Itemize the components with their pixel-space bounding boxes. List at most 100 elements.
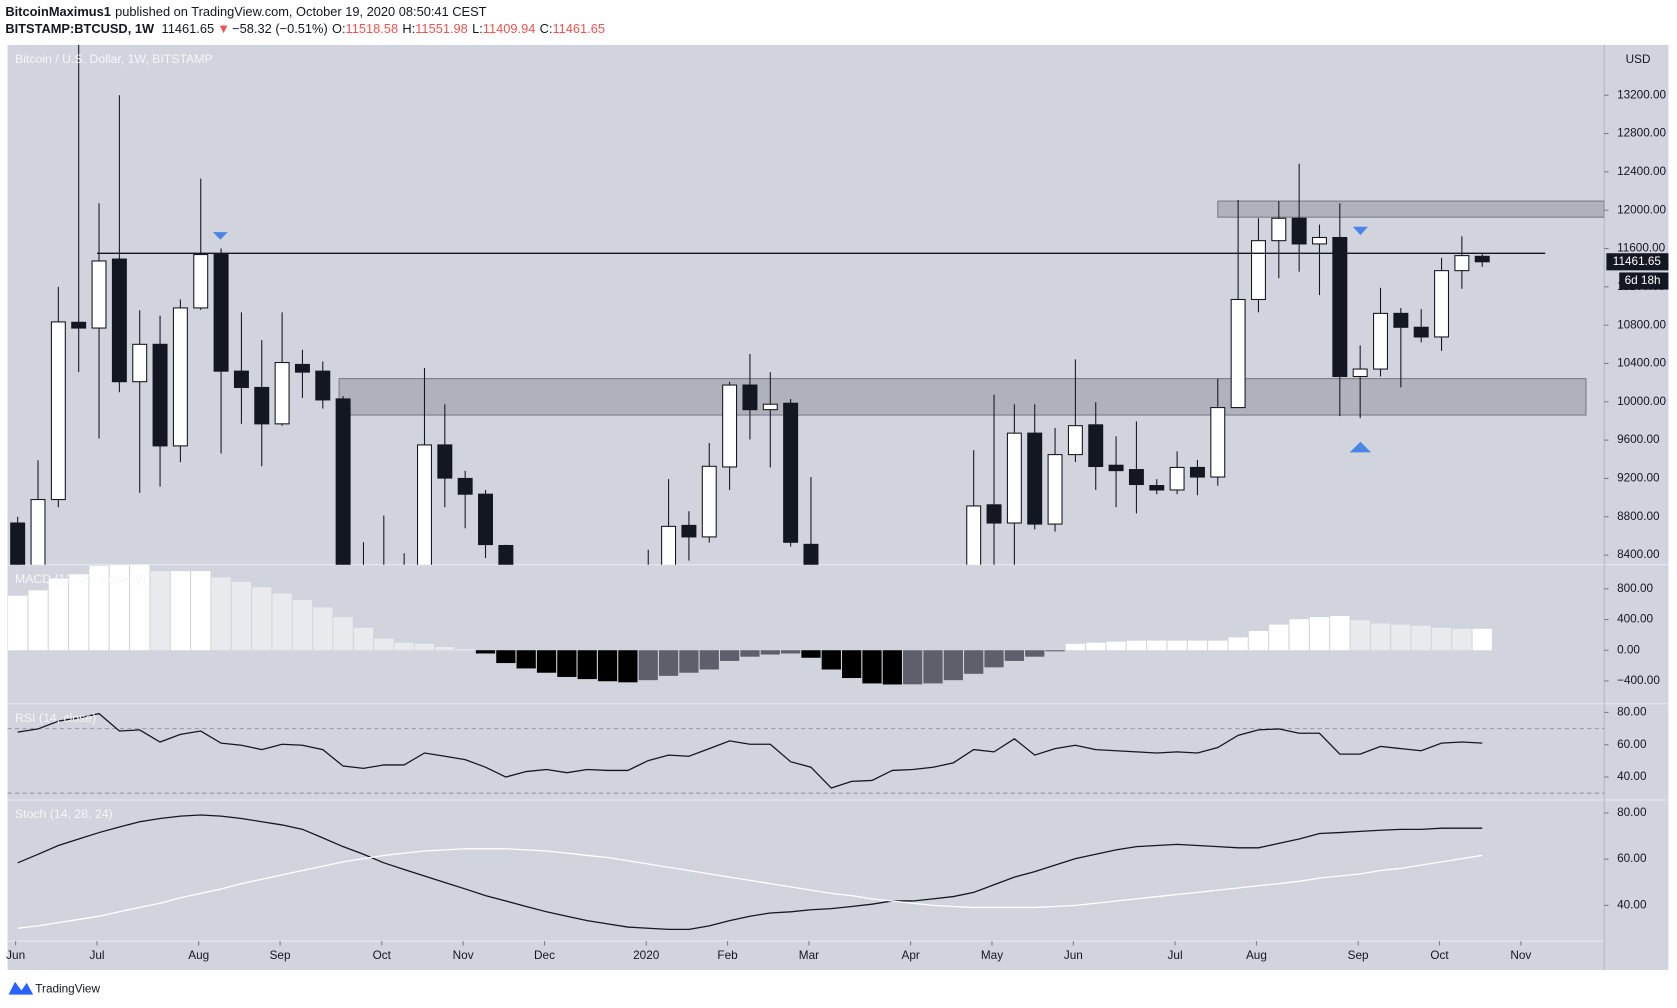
histogram-bar bbox=[842, 650, 862, 679]
histogram-bar bbox=[48, 578, 68, 651]
price-label-box bbox=[1606, 253, 1669, 271]
histogram-bar bbox=[374, 638, 394, 651]
histogram-bar bbox=[496, 650, 516, 664]
x-tick-label: Jun bbox=[6, 949, 25, 962]
countdown: 6d 18h bbox=[1625, 274, 1661, 287]
x-tick-label: Aug bbox=[188, 949, 209, 962]
histogram-bar bbox=[1330, 616, 1350, 651]
candle-body bbox=[966, 505, 982, 565]
y-tick-label: 60.00 bbox=[1617, 738, 1647, 751]
histogram-bar bbox=[964, 650, 984, 674]
candle-body bbox=[315, 370, 331, 401]
y-tick-label: 400.00 bbox=[1617, 613, 1653, 626]
histogram-bar bbox=[1452, 628, 1472, 651]
pane-title: MACD (12, 26, close, 9) bbox=[15, 572, 146, 586]
histogram-bar bbox=[1269, 624, 1289, 651]
x-tick-label: Oct bbox=[373, 949, 392, 962]
candle-body bbox=[1006, 432, 1022, 524]
histogram-bar bbox=[272, 593, 292, 651]
y-tick-label: 40.00 bbox=[1617, 770, 1647, 783]
histogram-bar bbox=[292, 599, 313, 651]
candle-body bbox=[681, 524, 697, 538]
histogram-bar bbox=[1025, 650, 1045, 657]
histogram-bar bbox=[353, 627, 374, 651]
candle-body bbox=[1271, 217, 1287, 242]
x-tick-label: Aug bbox=[1246, 949, 1267, 962]
histogram-bar bbox=[109, 565, 130, 651]
histogram-bar bbox=[231, 581, 252, 651]
candle-body bbox=[762, 403, 778, 411]
price-label: 11461.65 bbox=[1613, 255, 1662, 268]
x-tick-label: Nov bbox=[1510, 949, 1531, 962]
candle-body bbox=[91, 260, 107, 329]
histogram-bar bbox=[1187, 640, 1208, 651]
y-tick-label: 12400.00 bbox=[1617, 165, 1666, 178]
candle-body bbox=[213, 254, 229, 372]
pane-title: Bitcoin / U.S. Dollar, 1W, BITSTAMP bbox=[15, 52, 213, 66]
histogram-bar bbox=[170, 571, 191, 651]
candle-body bbox=[1210, 407, 1226, 478]
candle-body bbox=[1373, 312, 1388, 370]
histogram-bar bbox=[191, 571, 211, 651]
publish-line: BitcoinMaximus1 published on TradingView.… bbox=[5, 4, 486, 19]
indicator-line bbox=[17, 814, 1483, 931]
zone bbox=[338, 378, 1587, 416]
histogram-bar bbox=[1208, 640, 1228, 651]
candle-body bbox=[1332, 236, 1348, 378]
histogram-bar bbox=[597, 650, 618, 682]
x-tick-label: Mar bbox=[799, 949, 819, 962]
symbol: BITSTAMP:BTCUSD, 1W bbox=[5, 21, 155, 36]
histogram-bar bbox=[28, 590, 48, 651]
x-tick-label: Sep bbox=[1348, 949, 1369, 962]
zone bbox=[1217, 200, 1605, 218]
chart-background bbox=[7, 44, 1669, 971]
low-label: L: bbox=[472, 21, 483, 36]
candle-body bbox=[661, 525, 677, 565]
down-arrow bbox=[212, 232, 228, 240]
candle-body bbox=[1088, 424, 1104, 468]
histogram-bar bbox=[1167, 640, 1187, 651]
y-axis-label: USD bbox=[1626, 53, 1651, 66]
change: −58.32 (−0.51%) bbox=[232, 21, 328, 36]
candle-body bbox=[1189, 466, 1205, 478]
candle-body bbox=[417, 444, 432, 565]
macd-pane bbox=[8, 564, 1492, 685]
candle-body bbox=[111, 258, 127, 383]
brand: TradingView bbox=[35, 982, 100, 995]
histogram-bar bbox=[760, 650, 780, 655]
histogram-bar bbox=[8, 595, 28, 651]
candle-body bbox=[1250, 240, 1266, 301]
histogram-bar bbox=[821, 650, 841, 670]
histogram-bar bbox=[1004, 650, 1024, 661]
candle-body bbox=[1474, 255, 1490, 263]
histogram-bar bbox=[313, 607, 333, 651]
y-tick-label: 8800.00 bbox=[1617, 510, 1660, 523]
candle-body bbox=[172, 307, 188, 447]
author: BitcoinMaximus1 bbox=[5, 4, 111, 19]
histogram-bar bbox=[658, 650, 679, 676]
open-label: O: bbox=[332, 21, 346, 36]
tradingview-logo: TradingView bbox=[8, 981, 100, 995]
y-tick-label: 12000.00 bbox=[1617, 203, 1666, 216]
high-value: 11551.98 bbox=[415, 21, 468, 36]
candle-body bbox=[1047, 454, 1063, 525]
histogram-bar bbox=[1106, 641, 1126, 651]
y-tick-label: 80.00 bbox=[1617, 806, 1647, 819]
candle-body bbox=[1291, 217, 1307, 245]
histogram-bar bbox=[1126, 640, 1147, 651]
x-tick-label: Dec bbox=[534, 949, 555, 962]
candle-body bbox=[193, 254, 209, 309]
histogram-bar bbox=[475, 650, 496, 654]
histogram-bar bbox=[211, 577, 231, 651]
histogram-bar bbox=[1289, 619, 1309, 651]
histogram-bar bbox=[882, 650, 902, 685]
candle-body bbox=[1128, 469, 1144, 486]
histogram-bar bbox=[89, 565, 109, 651]
histogram-bar bbox=[577, 650, 597, 680]
candle-body bbox=[986, 504, 1002, 524]
histogram-bar bbox=[150, 571, 170, 651]
candle-body bbox=[1352, 368, 1368, 378]
candle-body bbox=[10, 522, 26, 565]
y-tick-label: 60.00 bbox=[1617, 852, 1647, 865]
